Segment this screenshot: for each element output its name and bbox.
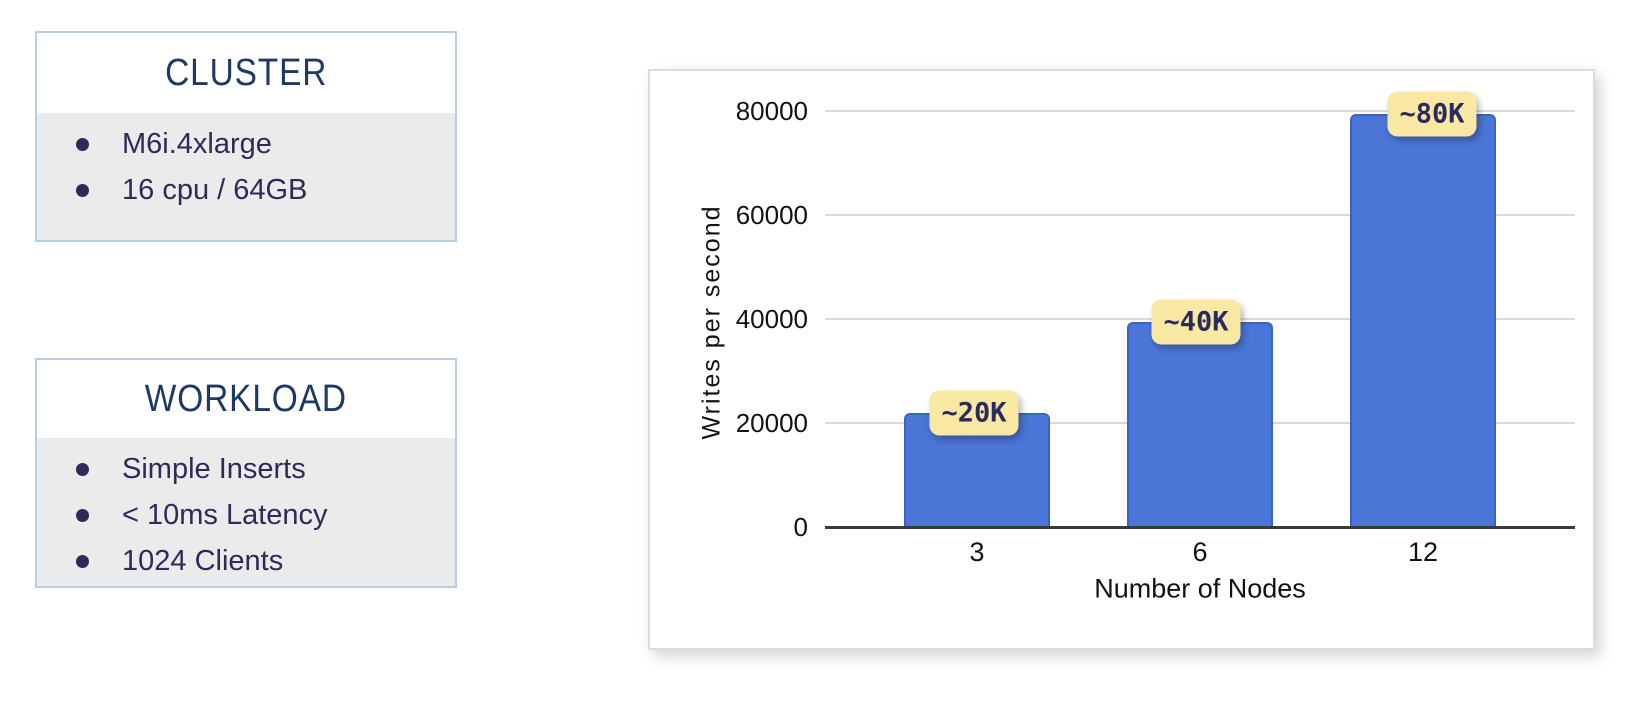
- x-tick-label: 3: [969, 537, 985, 567]
- list-item: M6i.4xlarge: [37, 121, 455, 167]
- bar: [1350, 113, 1496, 527]
- x-tick-label: 6: [1192, 537, 1208, 567]
- bullet-icon: [76, 137, 89, 151]
- y-axis-title: Writes per second: [697, 204, 726, 440]
- bullet-icon: [76, 462, 89, 476]
- workload-box-title: WORKLOAD: [144, 377, 348, 420]
- bar-value-badge: ~20K: [929, 390, 1019, 436]
- list-item-label: M6i.4xlarge: [122, 127, 272, 160]
- list-item: 16 cpu / 64GB: [37, 167, 455, 213]
- cluster-info-box: CLUSTER M6i.4xlarge 16 cpu / 64GB: [35, 31, 457, 242]
- y-tick-label: 60000: [735, 200, 808, 230]
- workload-info-box: WORKLOAD Simple Inserts < 10ms Latency 102…: [35, 358, 457, 588]
- y-tick-label: 20000: [735, 408, 808, 438]
- list-item-label: 16 cpu / 64GB: [122, 173, 308, 206]
- x-tick-label: 12: [1407, 537, 1439, 567]
- workload-box-header: WORKLOAD: [37, 360, 455, 438]
- cluster-box-header: CLUSTER: [37, 33, 455, 113]
- bar-chart-card: 0 20000 40000 60000 80000 3 ~20K 6 ~40K 12 ~80K Wr…: [648, 69, 1595, 650]
- list-item-label: 1024 Clients: [122, 544, 284, 577]
- bar: [1127, 321, 1273, 527]
- list-item: Simple Inserts: [37, 446, 455, 492]
- x-axis-title: Number of Nodes: [1094, 573, 1306, 604]
- cluster-box-body: M6i.4xlarge 16 cpu / 64GB: [37, 113, 455, 240]
- y-tick-label: 0: [793, 512, 808, 542]
- gridline: [825, 110, 1575, 112]
- y-tick-label: 80000: [735, 96, 808, 126]
- x-axis-line: [825, 526, 1575, 529]
- list-item-label: Simple Inserts: [122, 452, 306, 485]
- gridline: [825, 214, 1575, 216]
- bullet-icon: [76, 554, 89, 568]
- y-tick-label: 40000: [735, 304, 808, 334]
- bullet-icon: [76, 508, 89, 522]
- bar-value-badge: ~80K: [1387, 91, 1477, 137]
- bar-value-badge: ~40K: [1151, 299, 1241, 345]
- list-item-label: < 10ms Latency: [122, 498, 328, 531]
- cluster-box-title: CLUSTER: [164, 51, 328, 94]
- workload-box-body: Simple Inserts < 10ms Latency 1024 Clients: [37, 438, 455, 586]
- list-item: 1024 Clients: [37, 538, 455, 584]
- plot-area: 0 20000 40000 60000 80000 3 ~20K 6 ~40K 12 ~80K: [650, 71, 1593, 648]
- bullet-icon: [76, 183, 89, 197]
- list-item: < 10ms Latency: [37, 492, 455, 538]
